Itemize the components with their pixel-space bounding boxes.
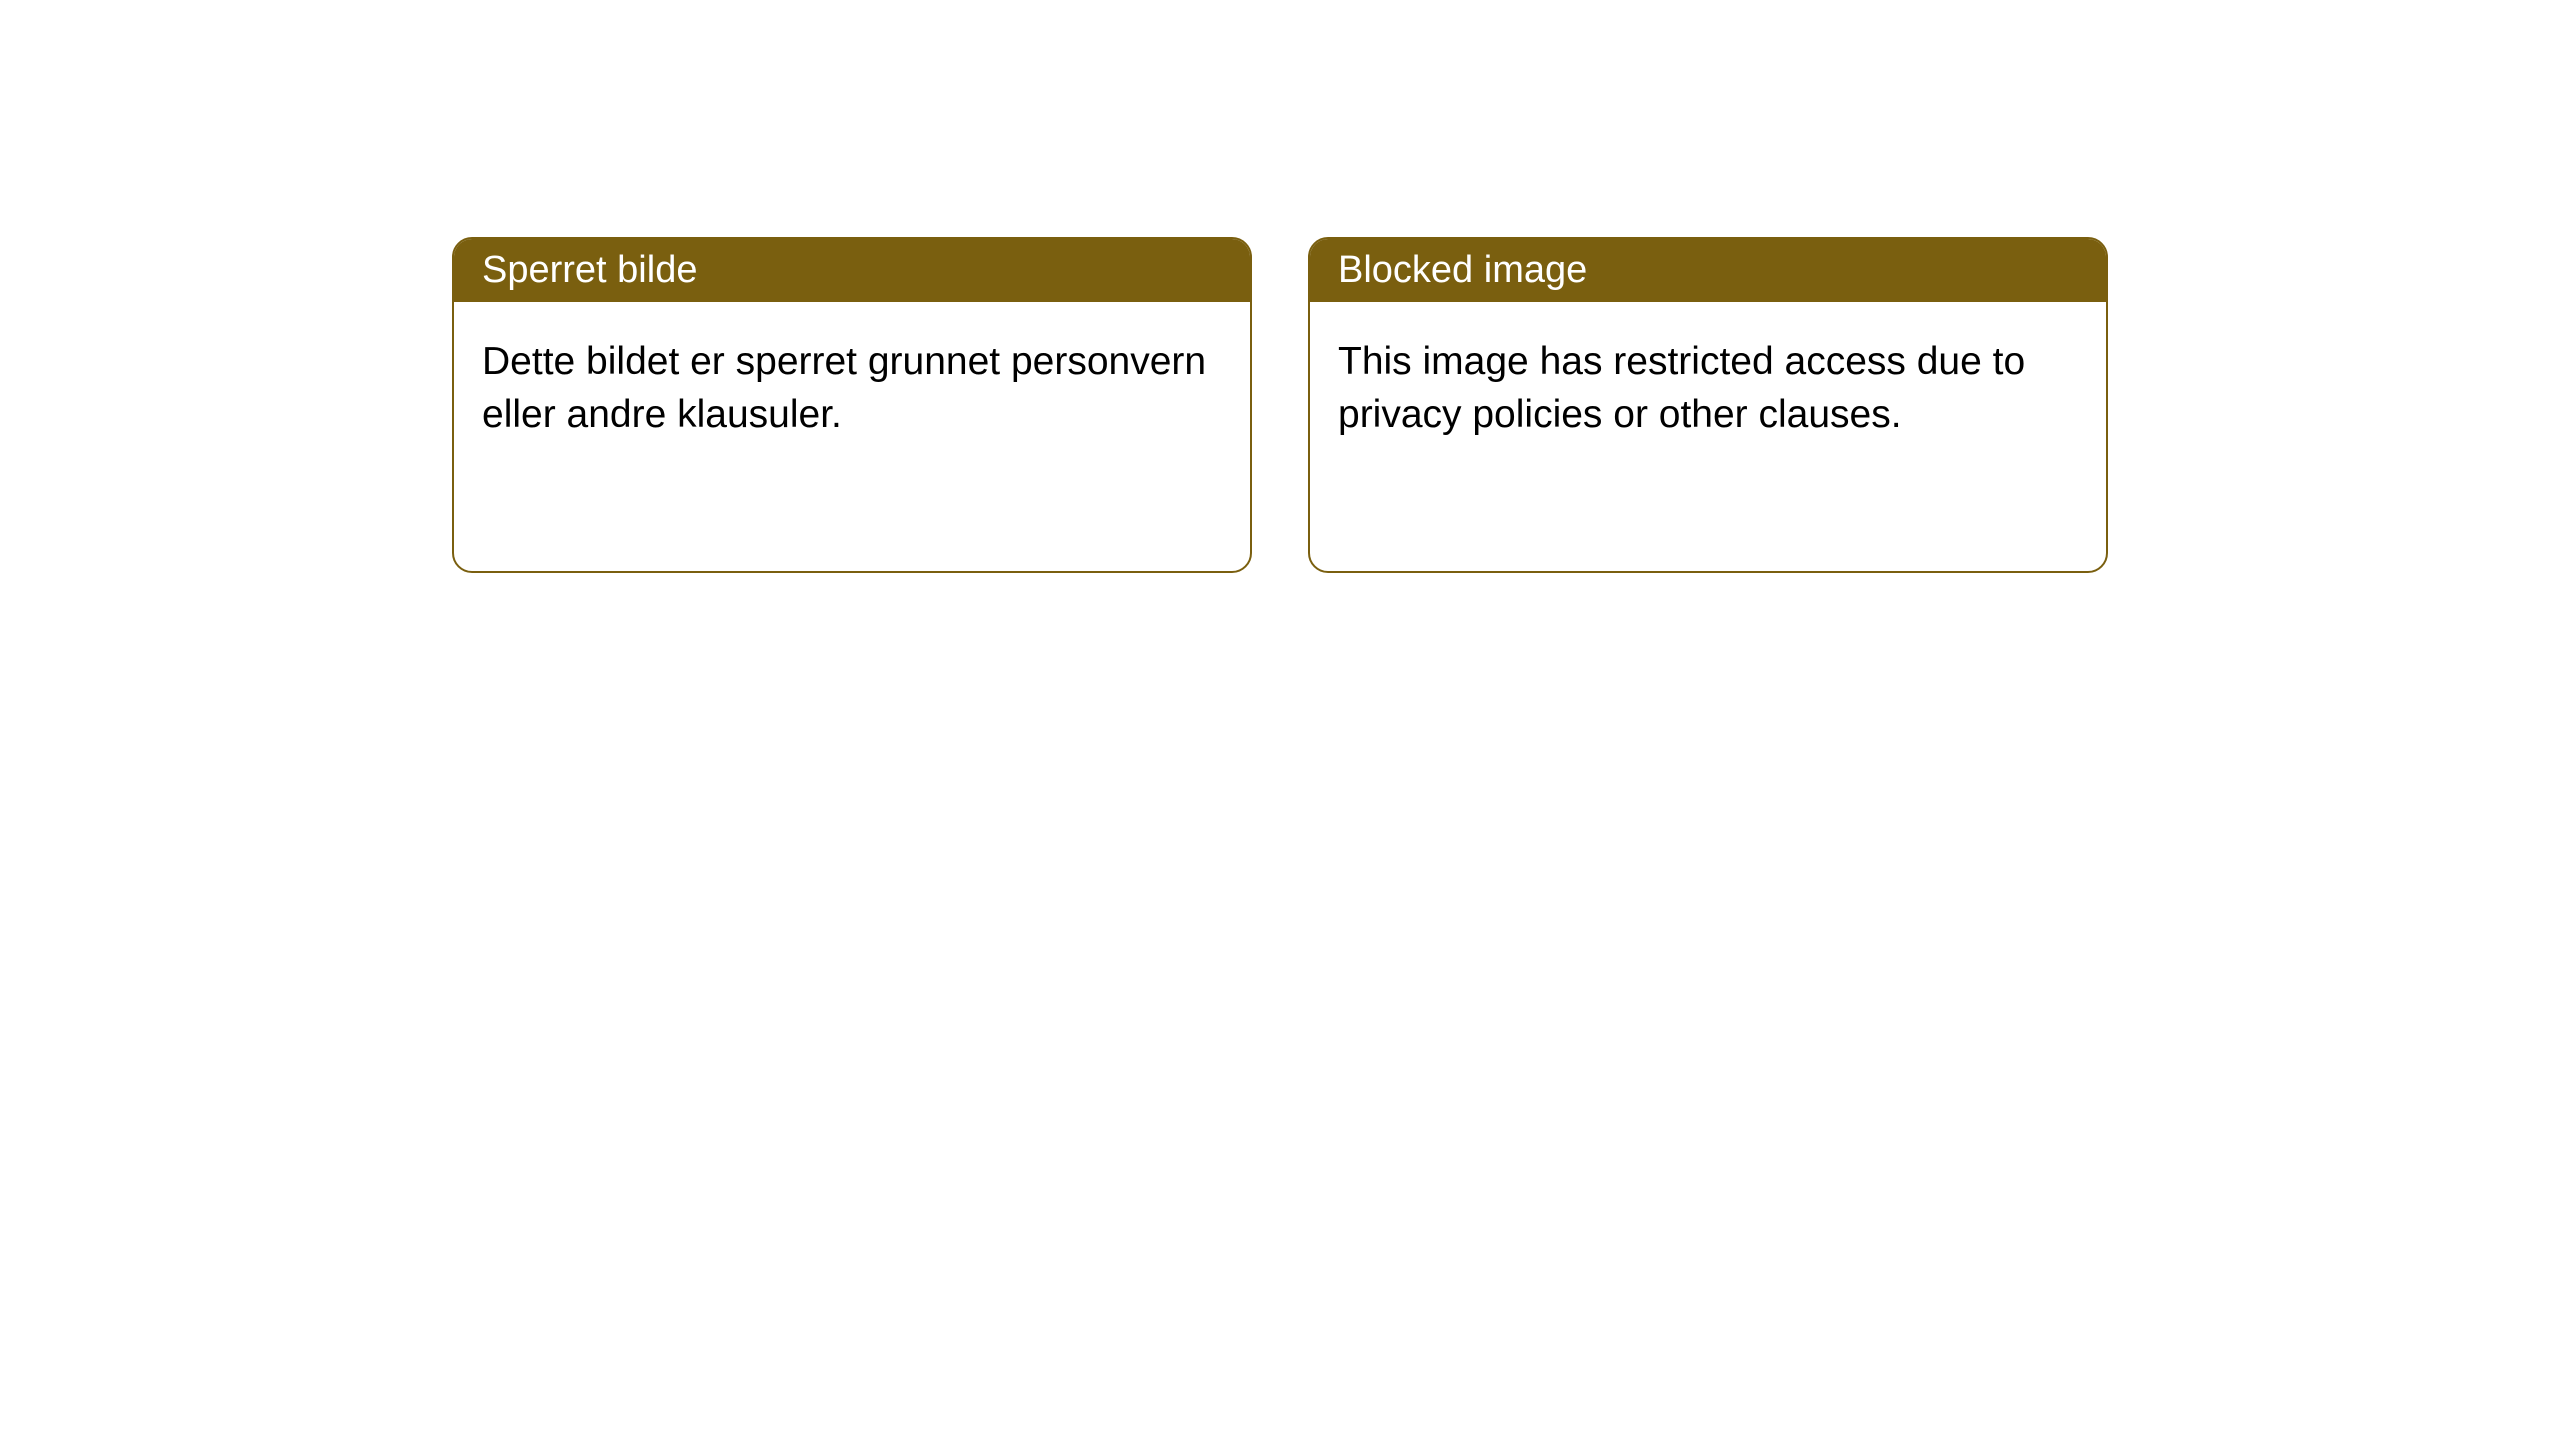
- notice-card-english: Blocked image This image has restricted …: [1308, 237, 2108, 573]
- notice-card-body: Dette bildet er sperret grunnet personve…: [454, 302, 1250, 475]
- notice-card-title: Sperret bilde: [454, 239, 1250, 302]
- notice-card-title: Blocked image: [1310, 239, 2106, 302]
- notice-card-norwegian: Sperret bilde Dette bildet er sperret gr…: [452, 237, 1252, 573]
- notice-card-body: This image has restricted access due to …: [1310, 302, 2106, 475]
- notice-container: Sperret bilde Dette bildet er sperret gr…: [0, 0, 2560, 573]
